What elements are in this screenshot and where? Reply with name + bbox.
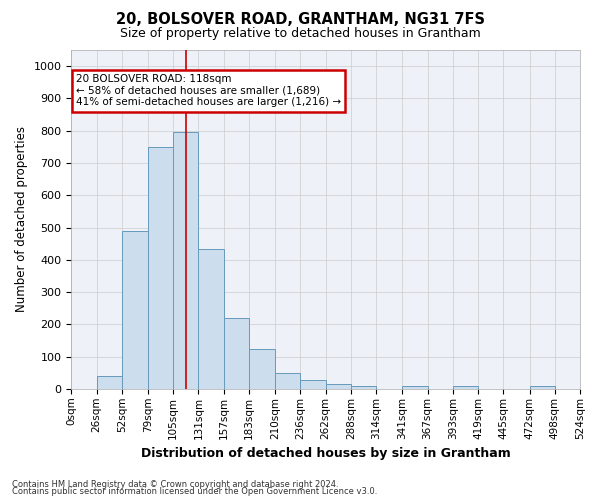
Bar [148, 147, 173, 389]
Bar [530, 386, 555, 389]
Bar [403, 386, 428, 389]
Bar [301, 380, 326, 389]
Y-axis label: Number of detached properties: Number of detached properties [15, 126, 28, 312]
Text: Size of property relative to detached houses in Grantham: Size of property relative to detached ho… [119, 28, 481, 40]
X-axis label: Distribution of detached houses by size in Grantham: Distribution of detached houses by size … [141, 447, 511, 460]
Bar [97, 376, 122, 389]
Bar [249, 348, 275, 389]
Text: 20 BOLSOVER ROAD: 118sqm
← 58% of detached houses are smaller (1,689)
41% of sem: 20 BOLSOVER ROAD: 118sqm ← 58% of detach… [76, 74, 341, 108]
Bar [224, 318, 249, 389]
Bar [122, 230, 148, 389]
Text: Contains HM Land Registry data © Crown copyright and database right 2024.: Contains HM Land Registry data © Crown c… [12, 480, 338, 489]
Bar [199, 248, 224, 389]
Text: Contains public sector information licensed under the Open Government Licence v3: Contains public sector information licen… [12, 487, 377, 496]
Bar [326, 384, 351, 389]
Bar [351, 386, 376, 389]
Bar [173, 132, 199, 389]
Bar [453, 386, 478, 389]
Text: 20, BOLSOVER ROAD, GRANTHAM, NG31 7FS: 20, BOLSOVER ROAD, GRANTHAM, NG31 7FS [115, 12, 485, 28]
Bar [275, 373, 301, 389]
